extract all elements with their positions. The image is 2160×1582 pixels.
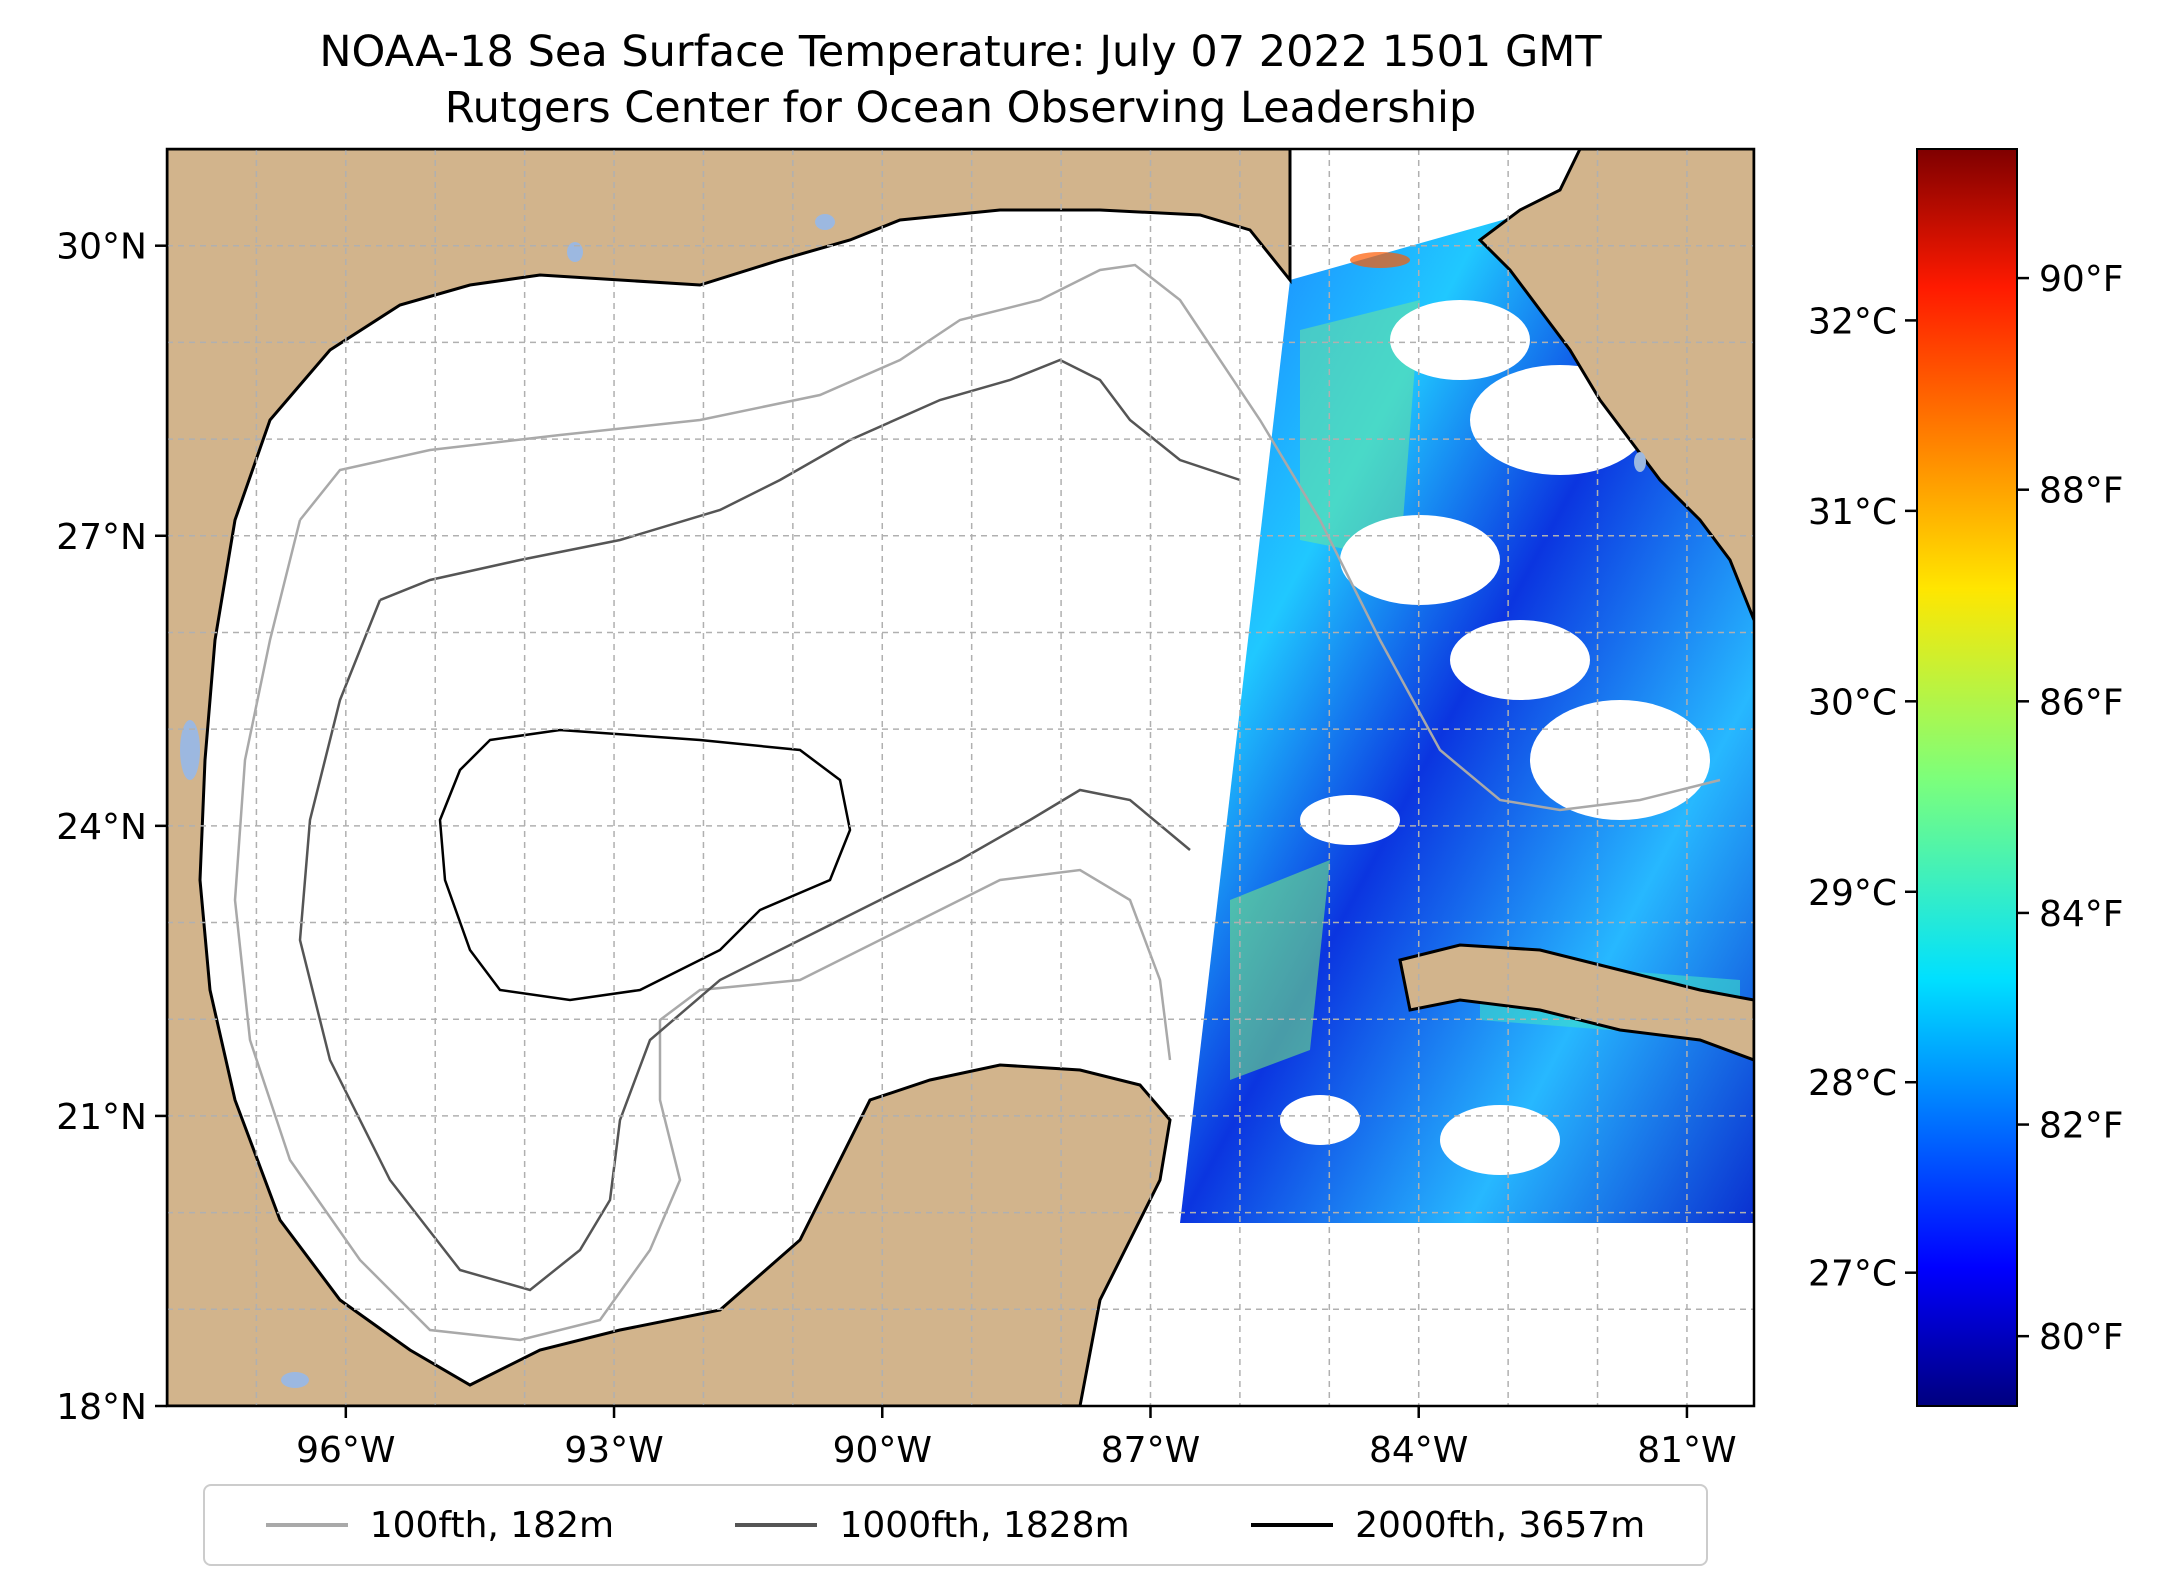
lon-tick-label: 93°W bbox=[564, 1430, 663, 1471]
bathymetry-contours bbox=[233, 263, 1721, 1342]
fahrenheit-tick-label: 82°F bbox=[2039, 1106, 2124, 1147]
celsius-tick-label: 27°C bbox=[1808, 1254, 1897, 1295]
legend-label-100fth: 100fth, 182m bbox=[369, 1504, 615, 1546]
map-frame bbox=[165, 147, 1756, 1408]
title-line-1: NOAA-18 Sea Surface Temperature: July 07… bbox=[319, 27, 1602, 77]
legend-label-2000fth: 2000fth, 3657m bbox=[1355, 1504, 1646, 1546]
fahrenheit-tick-label: 86°F bbox=[2039, 682, 2124, 723]
lat-tick-label: 18°N bbox=[56, 1387, 147, 1428]
legend-item-100fth: 100fth, 182m bbox=[265, 1504, 615, 1546]
axis-ticks: 96°W 93°W 90°W 87°W 84°W 81°W 18°N 21°N 24°N 27°N… bbox=[56, 227, 1736, 1471]
lon-tick-label: 90°W bbox=[833, 1430, 932, 1471]
contour-legend: 100fth, 182m 1000fth, 1828m 2000fth, 365… bbox=[203, 1484, 1708, 1566]
lat-tick-label: 27°N bbox=[56, 517, 147, 558]
colorbar-gradient bbox=[1916, 148, 2018, 1407]
fahrenheit-tick-label: 84°F bbox=[2039, 894, 2124, 935]
lat-tick-label: 24°N bbox=[56, 807, 147, 848]
chart-title: NOAA-18 Sea Surface Temperature: July 07… bbox=[167, 24, 1754, 136]
fahrenheit-tick-label: 90°F bbox=[2039, 259, 2124, 300]
celsius-tick-label: 31°C bbox=[1808, 492, 1897, 533]
fahrenheit-tick-label: 80°F bbox=[2039, 1317, 2124, 1358]
lon-tick-label: 96°W bbox=[296, 1430, 395, 1471]
legend-swatch-1000fth bbox=[735, 1523, 818, 1527]
legend-item-2000fth: 2000fth, 3657m bbox=[1251, 1505, 1645, 1546]
celsius-tick-label: 32°C bbox=[1808, 301, 1897, 342]
lon-tick-label: 81°W bbox=[1637, 1430, 1736, 1471]
legend-swatch-100fth bbox=[265, 1523, 348, 1527]
lon-tick-label: 84°W bbox=[1369, 1430, 1468, 1471]
celsius-tick-label: 28°C bbox=[1808, 1063, 1897, 1104]
sst-swath bbox=[1180, 149, 1754, 1223]
legend-label-1000fth: 1000fth, 1828m bbox=[839, 1504, 1130, 1546]
title-line-2: Rutgers Center for Ocean Observing Leade… bbox=[444, 83, 1477, 133]
gridlines bbox=[167, 149, 1754, 1406]
lakes bbox=[180, 214, 1646, 1388]
lat-tick-label: 21°N bbox=[56, 1097, 147, 1138]
colorbar: 27°C 28°C 29°C 30°C 31°C 32°C 80°F 82°F 84°F 86°F… bbox=[1808, 148, 2124, 1407]
legend-swatch-2000fth bbox=[1251, 1523, 1334, 1527]
lon-tick-label: 87°W bbox=[1101, 1430, 1200, 1471]
celsius-tick-label: 29°C bbox=[1808, 873, 1897, 914]
colorbar-ticks: 27°C 28°C 29°C 30°C 31°C 32°C 80°F 82°F 84°F 86°F… bbox=[1808, 259, 2123, 1358]
land bbox=[167, 149, 1754, 1406]
legend-item-1000fth: 1000fth, 1828m bbox=[735, 1504, 1130, 1546]
fahrenheit-tick-label: 88°F bbox=[2039, 471, 2124, 512]
lat-tick-label: 30°N bbox=[56, 227, 147, 268]
celsius-tick-label: 30°C bbox=[1808, 682, 1897, 723]
